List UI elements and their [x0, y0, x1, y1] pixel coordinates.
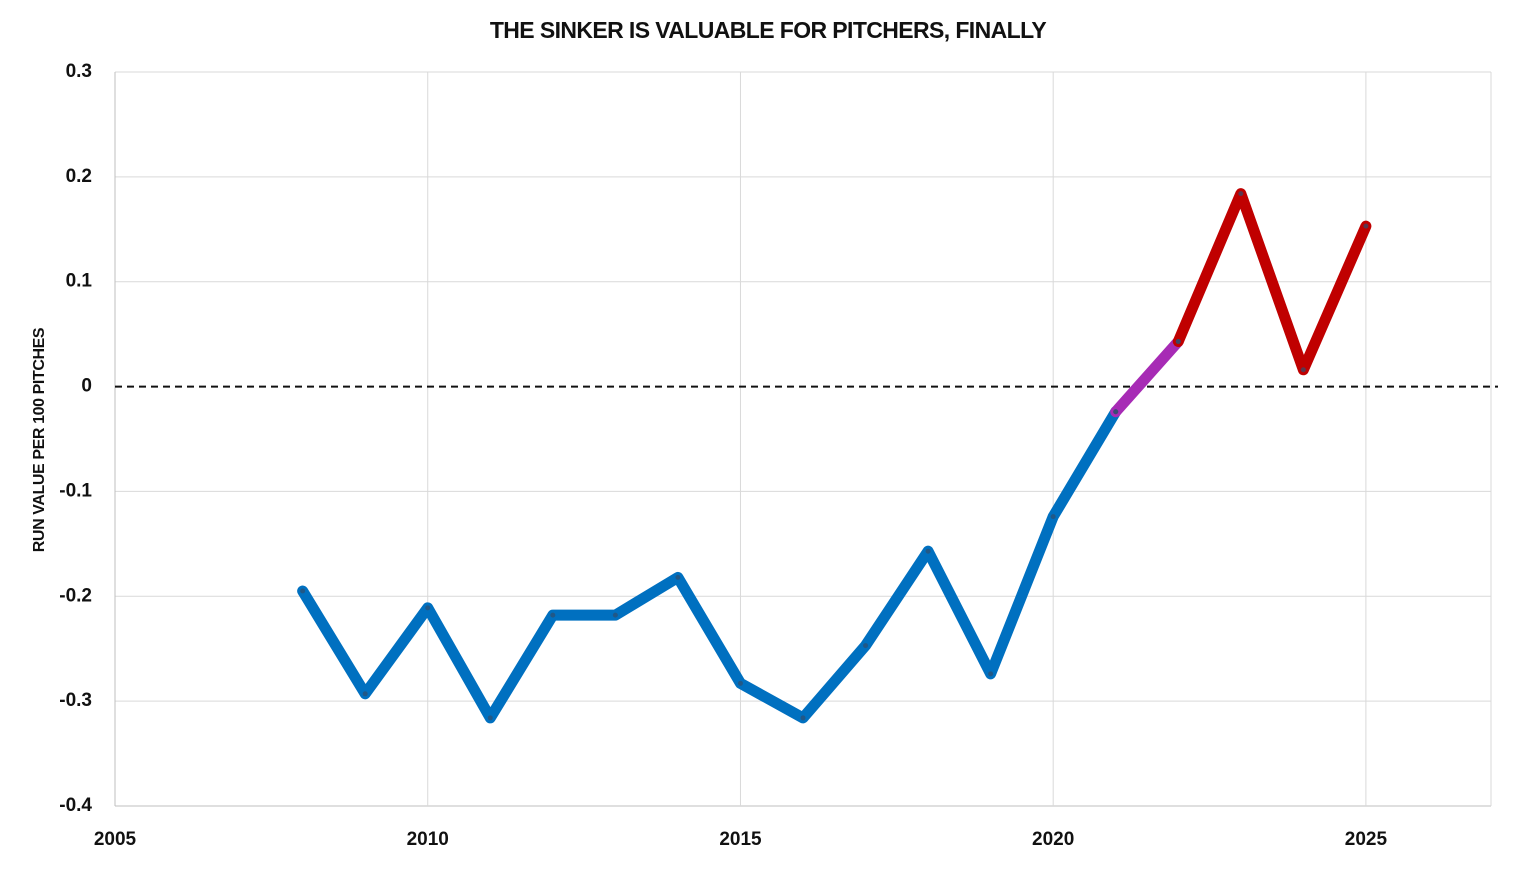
- series-line: [297, 406, 1122, 724]
- data-point: [1238, 191, 1244, 197]
- series-line: [1110, 335, 1184, 418]
- data-point: [362, 691, 368, 697]
- x-tick-label: 2005: [94, 829, 137, 850]
- data-point: [425, 605, 431, 611]
- x-tick-label: 2025: [1345, 829, 1388, 850]
- data-point: [988, 671, 994, 677]
- y-tick-label: -0.1: [59, 480, 92, 501]
- grid: [114, 71, 1492, 807]
- data-point: [487, 715, 493, 721]
- data-point: [1113, 409, 1119, 415]
- data-point: [1050, 514, 1056, 520]
- data-point: [925, 548, 931, 554]
- series-line: [1172, 188, 1372, 376]
- data-point: [737, 680, 743, 686]
- x-tick-label: 2015: [719, 829, 762, 850]
- y-axis-label: RUN VALUE PER 100 PITCHES: [31, 327, 48, 552]
- y-tick-label: -0.4: [59, 795, 92, 816]
- y-tick-label: 0: [81, 376, 92, 397]
- data-point: [1363, 223, 1369, 229]
- data-point: [1175, 338, 1181, 344]
- data-point: [612, 612, 618, 618]
- data-point: [550, 612, 556, 618]
- data-point: [1300, 367, 1306, 373]
- data-point: [863, 643, 869, 649]
- data-point: [800, 715, 806, 721]
- y-tick-label: -0.3: [59, 690, 92, 711]
- y-tick-label: 0.3: [66, 61, 92, 82]
- y-tick-label: 0.2: [66, 166, 92, 187]
- x-tick-label: 2010: [407, 829, 449, 850]
- data-point: [675, 574, 681, 580]
- y-tick-label: -0.2: [59, 585, 92, 606]
- chart-title: THE SINKER IS VALUABLE FOR PITCHERS, FIN…: [490, 17, 1047, 43]
- x-tick-label: 2020: [1032, 829, 1074, 850]
- y-tick-label: 0.1: [66, 271, 93, 292]
- data-point: [300, 588, 306, 594]
